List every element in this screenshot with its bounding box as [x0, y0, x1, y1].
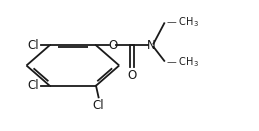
Text: O: O	[127, 69, 137, 82]
Text: — CH$_3$: — CH$_3$	[166, 15, 198, 29]
Text: N: N	[147, 39, 156, 52]
Text: Cl: Cl	[28, 79, 39, 92]
Text: — CH$_3$: — CH$_3$	[166, 55, 198, 69]
Text: O: O	[108, 39, 117, 52]
Text: Cl: Cl	[93, 99, 104, 112]
Text: Cl: Cl	[28, 39, 39, 52]
